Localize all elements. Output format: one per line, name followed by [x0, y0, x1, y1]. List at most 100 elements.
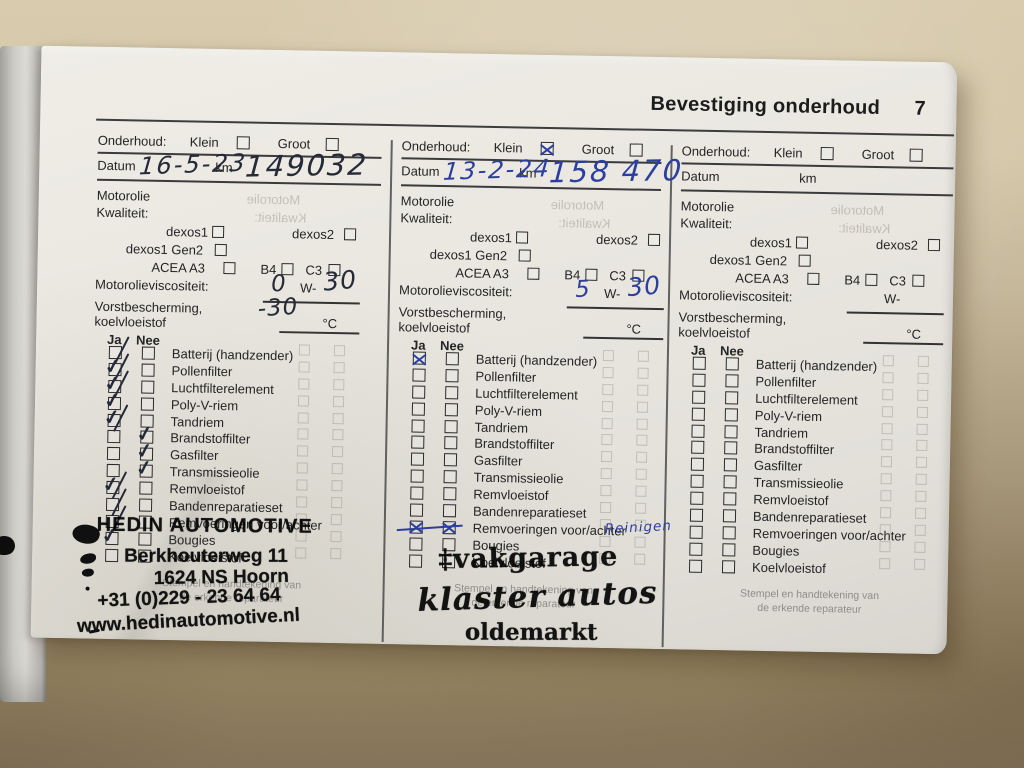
bleedthrough-box — [881, 405, 894, 417]
bleedthrough-row — [880, 489, 927, 507]
bleedthrough-row — [879, 523, 926, 541]
bleedthrough-box — [917, 355, 929, 367]
koelvloeistof-label: koelvloeistof — [678, 324, 751, 341]
dexos1-gen2-checkbox — [798, 254, 811, 267]
ja-checkbox — [692, 373, 706, 387]
ja-checkbox — [692, 390, 706, 404]
nee-checkbox — [722, 543, 736, 557]
checklist-item-label: Luchtfilterelement — [755, 390, 858, 408]
bleedthrough-box — [914, 558, 926, 570]
checklist-item-label: Remvloeistof — [753, 491, 829, 509]
c3-label: C3 — [889, 273, 907, 289]
bleedthrough-row — [881, 439, 928, 457]
bleedthrough-box — [915, 473, 927, 486]
ja-checkbox — [691, 441, 705, 455]
ja-checkbox — [691, 424, 705, 438]
ja-checkbox — [688, 559, 703, 573]
ja-checkbox — [690, 457, 705, 472]
rule — [863, 341, 944, 345]
checklist-item-label: Transmissieolie — [753, 475, 844, 492]
bleedthrough-box — [916, 406, 929, 418]
ja-checkbox — [691, 407, 705, 421]
motorolie-label: Motorolie — [680, 198, 735, 215]
service-columns: Onderhoud: Klein Groot Datum km 16-5-23 … — [31, 46, 958, 655]
bleedthrough-box — [882, 372, 894, 384]
nee-checkbox — [724, 424, 738, 439]
stamp-instruction: Stempel en handtekening van de erkende r… — [673, 585, 945, 618]
b4-label: B4 — [844, 272, 861, 288]
acea-a3-checkbox — [807, 272, 820, 285]
nee-checkbox — [724, 441, 738, 455]
bleedthrough-row — [881, 405, 929, 423]
km-label: km — [799, 170, 817, 186]
klein-label: Klein — [773, 145, 803, 161]
bleedthrough-text: Kwaliteit: — [838, 220, 891, 237]
service-entry-3: Onderhoud: Klein Groot Datum km Motoroli… — [672, 141, 954, 691]
kwaliteit-label: Kwaliteit: — [680, 215, 733, 232]
ja-checkbox — [690, 474, 704, 489]
checklist-item-label: Batterij (handzender) — [755, 356, 878, 375]
nee-checkbox — [723, 458, 738, 472]
checklist-item-label: Bandenreparatieset — [752, 508, 867, 526]
bleedthrough-text: Motorolie — [830, 202, 885, 219]
bleedthrough-box — [882, 355, 894, 367]
w-prefix-label: W- — [883, 291, 901, 307]
viscositeit-label: Motorolieviscositeit: — [678, 287, 793, 305]
bleedthrough-box — [881, 439, 893, 451]
ja-checkbox — [689, 542, 703, 556]
bleedthrough-row — [882, 388, 929, 406]
nee-checkbox — [721, 559, 736, 574]
nee-checkbox — [724, 407, 738, 422]
klein-checkbox — [820, 146, 834, 161]
ja-checkbox — [692, 356, 706, 370]
ja-checkbox — [689, 525, 703, 539]
groot-checkbox — [909, 148, 923, 162]
bleedthrough-box — [916, 440, 928, 452]
bleedthrough-box — [916, 423, 928, 435]
garage-stamp: ‡vakgarage klaster autos oldemarkt — [392, 136, 662, 686]
b4-checkbox — [865, 273, 878, 287]
bleedthrough-row — [879, 506, 927, 524]
bleedthrough-box — [880, 490, 892, 502]
bleedthrough-box — [881, 422, 893, 434]
celsius-label: °C — [906, 326, 922, 342]
stamp-line: oldemarkt — [464, 618, 598, 646]
dexos2-label: dexos2 — [875, 236, 919, 253]
stamp-line: HEDIN AUTOMOTIVE — [96, 513, 313, 538]
dexos1-gen2-label: dexos1 Gen2 — [709, 251, 788, 269]
stamp-line: ‡vakgarage — [437, 541, 619, 576]
bleedthrough-row — [879, 540, 926, 558]
checklist-item-label: Tandriem — [754, 424, 809, 441]
bleedthrough-row — [880, 455, 928, 473]
bleedthrough-box — [879, 524, 891, 536]
nee-checkbox — [725, 391, 739, 405]
nee-checkbox — [725, 357, 739, 371]
stamp-line: klaster autos — [416, 574, 659, 619]
checklist-item-label: Brandstoffilter — [754, 441, 835, 458]
checklist-item-label: Poly-V-riem — [754, 407, 823, 424]
bleedthrough-box — [914, 524, 926, 536]
nee-checkbox — [722, 509, 737, 523]
dexos2-checkbox — [927, 238, 941, 252]
bleedthrough-box — [880, 473, 892, 485]
checklist-item-label: Gasfilter — [753, 458, 803, 475]
nee-checkbox — [722, 526, 736, 540]
onderhoud-label: Onderhoud: — [681, 143, 751, 160]
ja-checkbox — [690, 491, 704, 505]
bleedthrough-row — [881, 422, 928, 440]
groot-label: Groot — [861, 146, 895, 163]
bleedthrough-row — [880, 472, 927, 490]
datum-label: Datum — [681, 168, 720, 185]
nee-checkbox — [725, 374, 739, 388]
bleedthrough-box — [915, 490, 927, 503]
nee-checkbox — [723, 492, 737, 506]
dexos1-label: dexos1 — [749, 234, 793, 251]
bleedthrough-box — [917, 389, 929, 401]
maintenance-booklet-page: Bevestiging onderhoud 7 Onderhoud: Klein… — [30, 45, 958, 655]
bleedthrough-box — [882, 388, 894, 401]
nee-checkbox — [723, 475, 737, 489]
ink-stain — [0, 536, 15, 555]
service-entry-1: Onderhoud: Klein Groot Datum km 16-5-23 … — [77, 131, 382, 681]
bleedthrough-row — [882, 354, 929, 372]
